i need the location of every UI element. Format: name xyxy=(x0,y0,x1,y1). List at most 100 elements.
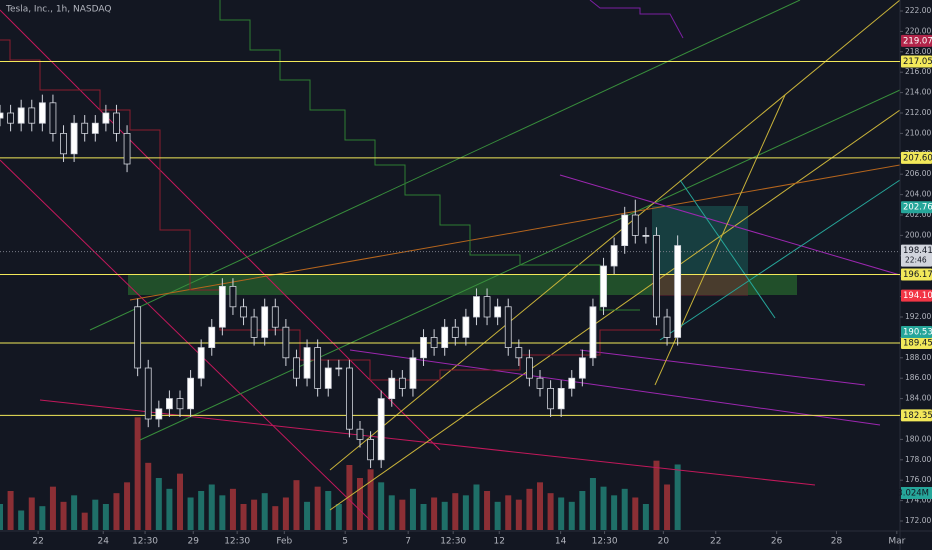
y-tick-label: 186.00 xyxy=(905,373,931,382)
x-tick-label: 20 xyxy=(658,537,670,547)
volume-bar xyxy=(664,484,671,530)
volume-bar xyxy=(642,504,649,530)
volume-layer xyxy=(0,417,681,530)
trend-line xyxy=(0,159,371,521)
candle-body xyxy=(674,245,682,338)
y-tick-label: 210.00 xyxy=(905,128,931,137)
candle-body xyxy=(38,102,46,124)
volume-bar xyxy=(473,484,480,530)
volume-bar xyxy=(378,482,385,530)
volume-bar xyxy=(39,506,46,530)
volume-bar xyxy=(60,501,67,530)
volume-bar xyxy=(198,491,205,530)
candle-body xyxy=(123,132,131,165)
chart-title: Tesla, Inc., 1h, NASDAQ xyxy=(5,5,111,15)
candle-body xyxy=(314,347,322,389)
volume-bar xyxy=(282,497,289,530)
candle-body xyxy=(441,326,449,349)
volume-bar xyxy=(484,491,491,530)
candle-body xyxy=(663,316,671,338)
volume-bar xyxy=(0,504,3,530)
trend-line xyxy=(349,349,881,426)
price-badge xyxy=(901,55,932,68)
x-tick-label: 12:30 xyxy=(592,537,618,547)
trend-line xyxy=(89,0,801,331)
volume-bar xyxy=(674,464,681,530)
candle-body xyxy=(568,377,576,389)
price-badge-label: 202.76 xyxy=(903,203,932,213)
volume-bar xyxy=(229,488,236,530)
candle-body xyxy=(229,285,237,308)
volume-bar xyxy=(166,488,173,530)
volume-bar xyxy=(49,486,56,530)
candle-body xyxy=(208,326,216,349)
volume-bar xyxy=(537,482,543,530)
y-tick-label: 204.00 xyxy=(905,190,931,199)
volume-bar xyxy=(600,486,607,530)
candle-body xyxy=(515,347,523,359)
x-tick-label: 5 xyxy=(342,537,348,547)
volume-bar xyxy=(409,488,416,530)
candle-body xyxy=(631,214,639,236)
candle-body xyxy=(451,326,459,338)
candle-body xyxy=(282,326,290,359)
y-tick-label: 184.00 xyxy=(905,394,931,403)
volume-bar xyxy=(611,495,618,530)
candle-body xyxy=(610,245,618,267)
volume-bar xyxy=(441,501,448,530)
volume-bar xyxy=(505,495,512,530)
zone xyxy=(128,275,797,295)
candle-body xyxy=(240,306,247,318)
price-badge-label: 190.53 xyxy=(903,327,932,337)
volume-bar xyxy=(621,488,628,530)
candle-body xyxy=(600,265,607,308)
candle-body xyxy=(0,112,4,119)
candle-body xyxy=(250,316,258,338)
volume-bar xyxy=(367,469,374,530)
volume-bar xyxy=(346,465,353,530)
candle-body xyxy=(335,367,343,370)
candle-body xyxy=(49,102,57,134)
candle-body xyxy=(557,387,565,410)
volume-bar xyxy=(357,478,363,530)
position-box xyxy=(652,206,748,274)
y-tick-label: 178.00 xyxy=(905,455,931,464)
x-tick-label: 14 xyxy=(555,537,567,547)
trend-line xyxy=(0,9,441,451)
candle-body xyxy=(155,408,163,420)
price-badge xyxy=(901,268,932,281)
candle-body xyxy=(409,357,417,389)
price-badge-label: 196.17 xyxy=(903,270,932,280)
volume-bar xyxy=(632,497,639,530)
candle-body xyxy=(197,347,205,379)
trend-line xyxy=(659,179,901,341)
volume-bar xyxy=(134,417,141,530)
volume-bar xyxy=(420,504,427,530)
candle-body xyxy=(102,112,110,124)
candle-body xyxy=(324,367,332,389)
volume-bar xyxy=(589,478,596,530)
volume-bar xyxy=(219,495,226,530)
candle-body xyxy=(7,112,14,124)
candle-body xyxy=(483,296,491,318)
candle-body xyxy=(536,377,544,389)
candle-body xyxy=(346,367,353,430)
y-tick-label: 180.00 xyxy=(905,434,931,443)
volume-bar xyxy=(558,497,565,530)
volume-bar xyxy=(293,480,300,530)
volume-bar xyxy=(71,495,78,530)
volume-bar xyxy=(251,499,258,530)
candle-body xyxy=(17,107,25,124)
price-badge xyxy=(901,337,932,350)
candle-body xyxy=(176,398,184,410)
volume-bar xyxy=(92,499,99,530)
y-tick-label: 202.00 xyxy=(905,210,931,219)
candle-body xyxy=(81,122,89,134)
volume-bar xyxy=(261,493,268,530)
x-tick-label: Mar xyxy=(888,537,905,547)
x-tick-label: 29 xyxy=(188,537,200,547)
candle-body xyxy=(218,285,226,328)
y-tick-label: 174.00 xyxy=(905,496,931,505)
candle-body xyxy=(166,398,173,410)
